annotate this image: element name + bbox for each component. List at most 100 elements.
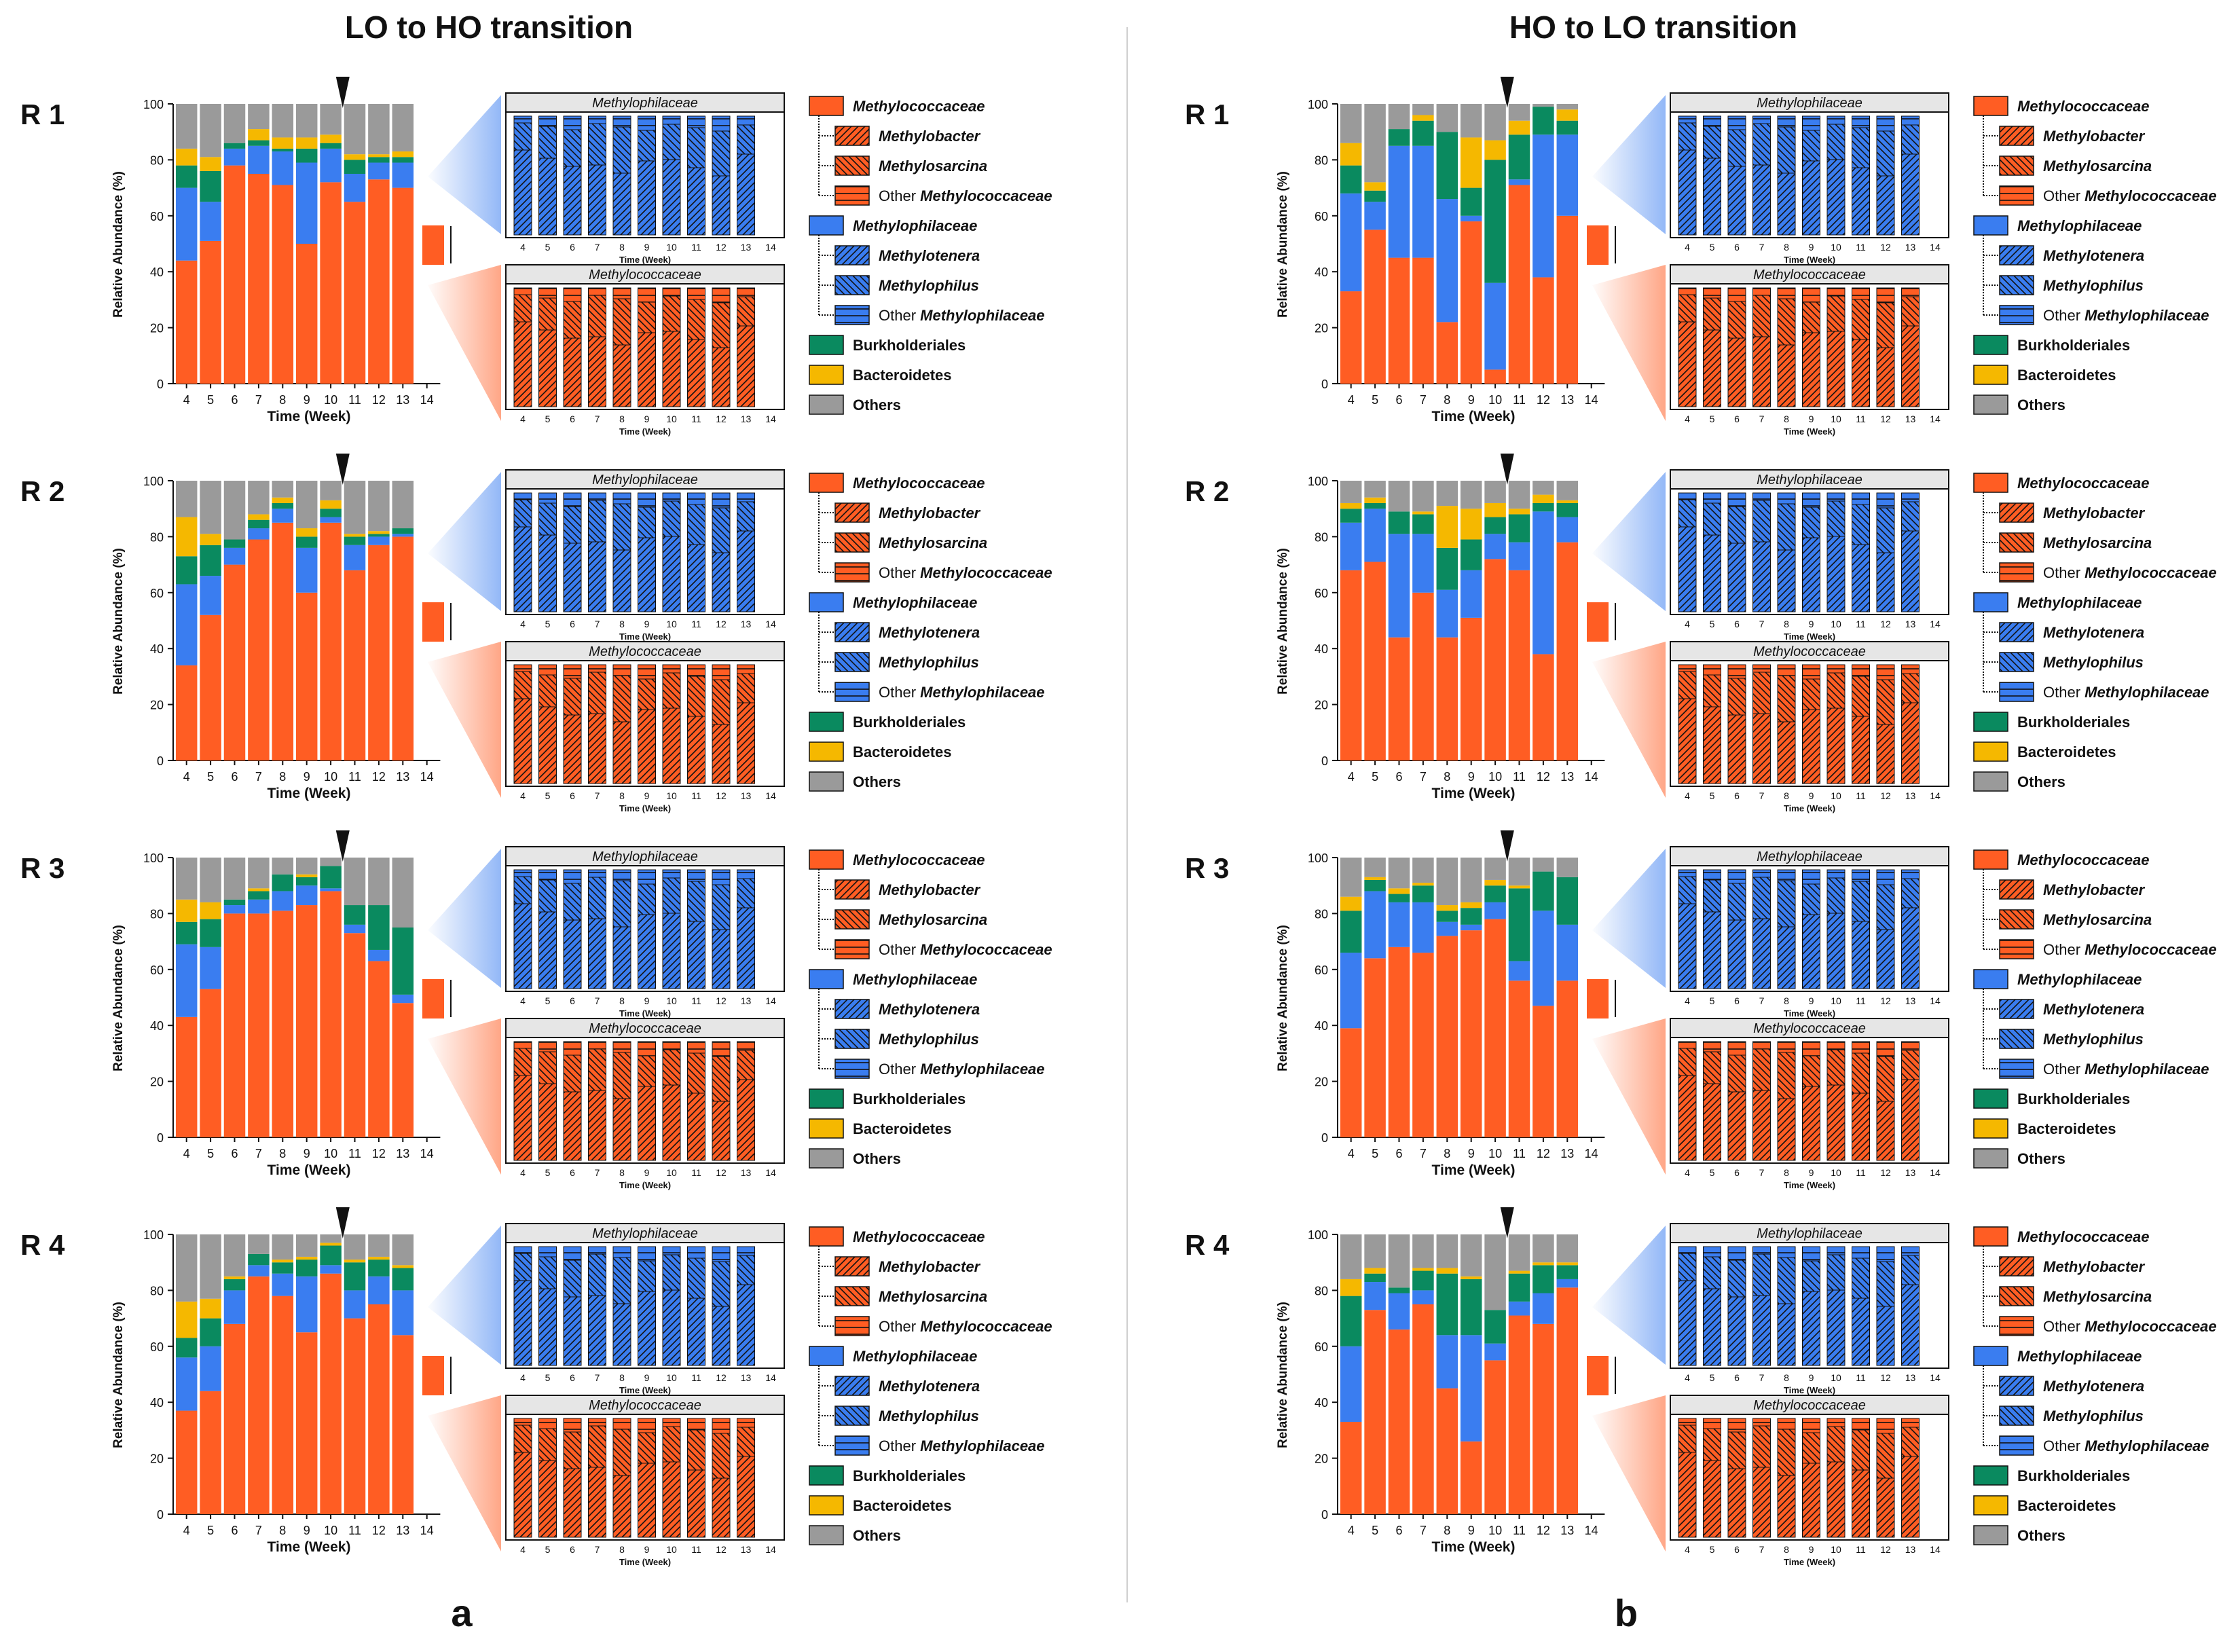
x-tick-label: 7: [255, 1147, 262, 1160]
inset-bar-segment: [1876, 1433, 1895, 1479]
y-tick-label: 60: [1315, 1340, 1328, 1354]
y-tick-label: 20: [150, 322, 164, 335]
inset-x-tick-label: 9: [644, 1544, 650, 1555]
legend-swatch: [834, 532, 870, 553]
inset-x-tick-label: 4: [520, 1544, 526, 1555]
x-tick-label: 9: [1468, 1147, 1475, 1160]
inset-bar-segment: [662, 1084, 681, 1161]
inset-bar-segment: [563, 301, 582, 339]
inset-bar-segment: [1678, 149, 1697, 236]
legend-label-name: Methylotenera: [879, 247, 980, 264]
inset-bar-segment: [1802, 1260, 1820, 1292]
inset-bar-segment: [687, 869, 705, 882]
x-tick-label: 12: [372, 1147, 386, 1160]
bar-segment: [1436, 1388, 1458, 1514]
inset-bar-segment: [1876, 552, 1895, 612]
inset-bar-segment: [588, 295, 606, 337]
inset-bar-segment: [662, 492, 681, 502]
inset-bar-segment: [1876, 664, 1895, 680]
inset-bar-segment: [1802, 1418, 1820, 1433]
legend-label: Other Methylophilaceae: [2043, 1061, 2209, 1078]
inset-bar-segment: [1826, 287, 1846, 297]
legend-label-prefix: Other: [2043, 307, 2085, 324]
inset-x-tick-label: 14: [1930, 1167, 1941, 1178]
legend-label-name: Bacteroidetes: [853, 367, 952, 384]
zoom-wedge-top: [428, 472, 501, 611]
bar-segment: [1508, 134, 1530, 180]
bar-segment: [1508, 570, 1530, 760]
legend-swatch: [809, 969, 844, 989]
bar-segment: [1436, 547, 1458, 590]
y-tick-label: 0: [157, 1131, 164, 1145]
bar-segment: [1364, 1234, 1386, 1268]
y-tick-label: 80: [1315, 1284, 1328, 1298]
inset-bar-segment: [1876, 492, 1895, 509]
bar-segment: [1532, 858, 1554, 872]
bar-segment: [200, 858, 221, 902]
inset-x-tick-label: 8: [619, 242, 625, 253]
legend-label: Burkholderiales: [853, 1090, 966, 1107]
bar-segment: [1364, 190, 1386, 202]
inset-x-tick-label: 9: [644, 414, 650, 424]
legend-swatch: [1973, 1148, 2008, 1169]
bar-segment: [368, 858, 390, 906]
x-tick-label: 7: [255, 770, 262, 784]
bar-segment: [295, 1276, 318, 1333]
bar-segment: [200, 1346, 221, 1391]
y-axis-label: Relative Abundance (%): [1276, 925, 1290, 1071]
x-axis-label: Time (Week): [268, 409, 351, 424]
legend-label: Other Methylococcaceae: [879, 187, 1052, 204]
inset-bar-segment: [1852, 1258, 1870, 1299]
legend-swatch: [1999, 1059, 2034, 1079]
inset-bar-segment: [638, 130, 656, 162]
legend-label-name: Methylosarcina: [2043, 158, 2152, 175]
legend-label-prefix: Other: [879, 564, 920, 581]
legend-label-name: Methylophilus: [2043, 654, 2144, 671]
legend-label: Other Methylophilaceae: [2043, 1437, 2209, 1454]
bar-segment: [368, 157, 390, 163]
inset-bar-segment: [712, 1306, 731, 1366]
bar-segment: [272, 104, 294, 138]
legend-swatch: [834, 1406, 870, 1426]
legend-swatch: [834, 999, 870, 1019]
inset-bar-segment: [1703, 1256, 1721, 1289]
inset-bar-segment: [1876, 679, 1895, 725]
bar-segment: [1484, 885, 1506, 902]
inset-bar-segment: [563, 115, 582, 130]
bar-segment: [1436, 199, 1458, 323]
bar-segment: [1556, 500, 1579, 503]
legend-label: Others: [2017, 1527, 2065, 1544]
inset-x-tick-label: 13: [741, 790, 752, 801]
inset-bar-segment: [1777, 664, 1796, 676]
legend-label: Methylotenera: [879, 624, 980, 641]
inset-bar-segment: [1901, 673, 1920, 703]
inset-bar-segment: [1678, 115, 1697, 124]
x-tick-label: 14: [1585, 1524, 1598, 1537]
inset-x-tick-label: 10: [666, 414, 677, 424]
inset-x-axis-label: Time (Week): [1784, 426, 1835, 437]
inset-bar-segment: [1802, 1463, 1820, 1538]
legend-label-name: Methylophilaceae: [853, 217, 977, 234]
inset-bar-segment: [638, 1418, 656, 1433]
bar-segment: [1436, 936, 1458, 1137]
bar-segment: [272, 185, 294, 384]
y-tick-label: 80: [150, 153, 164, 167]
transition-arrow-icon: [335, 1207, 350, 1238]
bar-segment: [223, 547, 246, 565]
legend-label-name: Bacteroidetes: [2017, 1497, 2116, 1514]
legend-label: Methylophilaceae: [853, 1348, 977, 1365]
inset-x-tick-label: 7: [595, 1372, 600, 1383]
bar-segment: [272, 874, 294, 892]
inset-bar-segment: [1678, 1452, 1697, 1538]
inset-bar-segment: [1826, 1084, 1846, 1161]
inset-bar-segment: [1703, 869, 1721, 881]
legend-label-name: Others: [2017, 397, 2065, 414]
x-tick-label: 13: [396, 770, 409, 784]
inset-bar-segment: [712, 552, 731, 612]
bar-segment: [1556, 1262, 1579, 1266]
inset-bar-segment: [1727, 166, 1746, 236]
y-tick-label: 60: [1315, 587, 1328, 600]
inset-bar-segment: [563, 492, 582, 507]
